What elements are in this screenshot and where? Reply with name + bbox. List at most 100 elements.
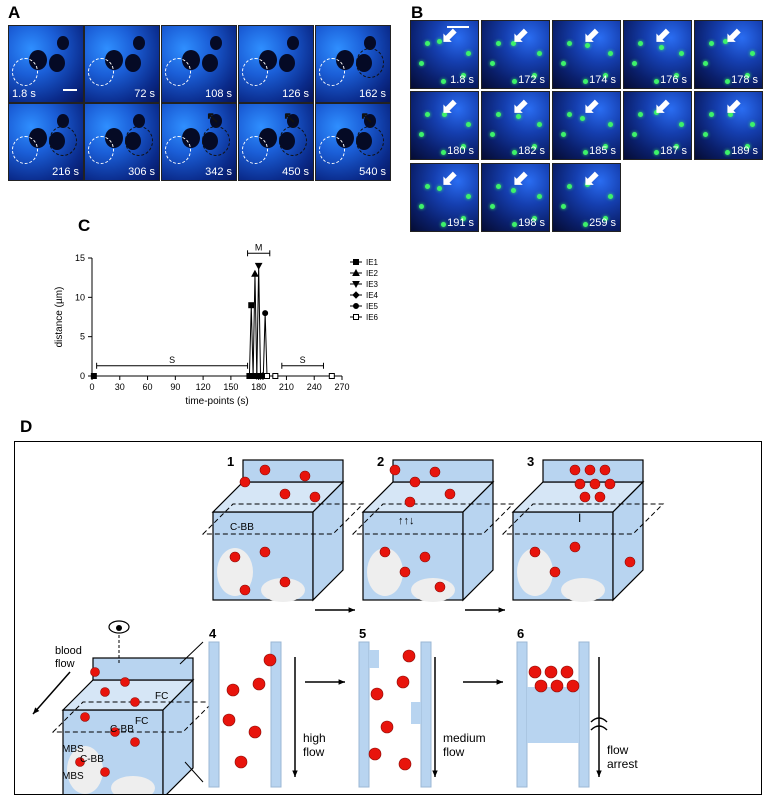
annotation-label: S bbox=[169, 355, 175, 365]
step-arrow-head bbox=[338, 679, 345, 685]
panel-b-tile: ⬋ 180 s bbox=[410, 91, 479, 160]
vessel-outline bbox=[356, 48, 384, 78]
red-blood-cell bbox=[396, 675, 410, 689]
vessel-outline bbox=[125, 126, 153, 156]
data-point bbox=[262, 310, 269, 317]
panel-b-tile: ⬋ 191 s bbox=[410, 163, 479, 232]
fluorescent-cell bbox=[490, 204, 495, 209]
tracked-cell bbox=[511, 41, 516, 46]
legend-marker bbox=[352, 268, 360, 276]
vessel-shadow bbox=[202, 54, 218, 72]
fluorescent-cell bbox=[461, 216, 466, 221]
red-blood-cell bbox=[402, 649, 416, 663]
red-blood-cell bbox=[574, 478, 586, 490]
data-point bbox=[272, 373, 279, 379]
panel-b-tile: ⬋ 182 s bbox=[481, 91, 550, 160]
red-blood-cell bbox=[368, 747, 382, 761]
red-blood-cell bbox=[100, 767, 110, 777]
red-blood-cell bbox=[404, 496, 416, 508]
red-blood-cell bbox=[130, 737, 140, 747]
fc-label: FC bbox=[155, 691, 168, 702]
arrow-icon: ⬋ bbox=[512, 25, 529, 47]
panel-c-label: C bbox=[78, 216, 91, 235]
eye-pupil bbox=[116, 625, 122, 631]
red-blood-cell bbox=[252, 677, 266, 691]
fluorescent-cell bbox=[537, 194, 542, 199]
panel-a-tile: 306 s bbox=[84, 103, 160, 181]
time-label: 189 s bbox=[731, 145, 758, 157]
vessel-shadow bbox=[49, 54, 65, 72]
vessel-wall bbox=[516, 641, 528, 788]
arrow-icon: ⬋ bbox=[441, 168, 458, 190]
panel-b-tile: ⬋ 259 s bbox=[552, 163, 621, 232]
vessel-wall bbox=[358, 641, 370, 788]
red-blood-cell bbox=[560, 665, 574, 679]
y-tick-label: 5 bbox=[80, 332, 85, 342]
data-point bbox=[90, 373, 97, 379]
panel-b-tile: ⬋ 1.8 s bbox=[410, 20, 479, 89]
time-label: 342 s bbox=[205, 166, 232, 178]
series-IE6 bbox=[264, 373, 335, 379]
step-number: 5 bbox=[359, 626, 366, 641]
fluorescent-cell bbox=[638, 112, 643, 117]
vessel-outline bbox=[356, 126, 384, 156]
legend-label: IE2 bbox=[366, 269, 379, 278]
flow-arrow-head bbox=[292, 770, 298, 777]
vessel-shadow bbox=[287, 36, 299, 50]
vessel-wall bbox=[420, 641, 432, 788]
red-blood-cell bbox=[130, 697, 140, 707]
red-blood-cell bbox=[309, 491, 321, 503]
panel-b-label: B bbox=[411, 3, 424, 22]
vessel-wall bbox=[578, 641, 590, 788]
step-number: 2 bbox=[377, 454, 384, 469]
time-label: 108 s bbox=[205, 88, 232, 100]
fluorescent-cell bbox=[703, 132, 708, 137]
time-label: 259 s bbox=[589, 217, 616, 229]
panel-b-tile: ⬋ 198 s bbox=[481, 163, 550, 232]
blood-flow-label: blood bbox=[55, 645, 82, 657]
red-blood-cell bbox=[584, 464, 596, 476]
fluorescent-cell bbox=[745, 144, 750, 149]
red-blood-cell bbox=[389, 464, 401, 476]
flow-arrow-head bbox=[432, 770, 438, 777]
panel-b-tile: ⬋ 185 s bbox=[552, 91, 621, 160]
fluorescent-cell bbox=[632, 132, 637, 137]
arrow-icon: ⬋ bbox=[441, 25, 458, 47]
legend-label: IE4 bbox=[366, 291, 379, 300]
fluorescent-cell bbox=[425, 112, 430, 117]
brain-vessel-cube-3 bbox=[501, 459, 665, 602]
red-blood-cell bbox=[279, 488, 291, 500]
red-blood-cell bbox=[604, 478, 616, 490]
tracked-cell bbox=[723, 39, 728, 44]
arrow-icon: ⬋ bbox=[512, 168, 529, 190]
panel-b-tile: ⬋ 174 s bbox=[552, 20, 621, 89]
red-blood-cell bbox=[279, 576, 291, 588]
panel-a-tile: ↖ 540 s bbox=[315, 103, 391, 181]
red-blood-cell bbox=[259, 546, 271, 558]
fluorescent-cell bbox=[654, 150, 659, 155]
flow-arrest-label: flow bbox=[607, 743, 629, 757]
arrest-marker: I bbox=[578, 511, 581, 525]
cell-movement-glyph: ↑↑↓ bbox=[398, 515, 415, 527]
annotation-label: M bbox=[255, 242, 263, 252]
time-label: 180 s bbox=[447, 145, 474, 157]
fluorescent-cell bbox=[512, 79, 517, 84]
x-tick-label: 270 bbox=[334, 382, 349, 392]
panel-a-tile: 72 s bbox=[84, 25, 160, 103]
red-blood-cell bbox=[528, 665, 542, 679]
step-arrow-head bbox=[498, 607, 505, 613]
legend-marker bbox=[353, 259, 359, 265]
arrow-icon: ⬋ bbox=[583, 25, 600, 47]
fluorescent-cell bbox=[608, 194, 613, 199]
vessel-shadow bbox=[57, 114, 69, 128]
time-label: 540 s bbox=[359, 166, 386, 178]
time-label: 187 s bbox=[660, 145, 687, 157]
red-blood-cell bbox=[624, 556, 636, 568]
red-blood-cell bbox=[380, 720, 394, 734]
red-blood-cell bbox=[75, 757, 85, 767]
panel-a-tile: ↖ 342 s bbox=[161, 103, 237, 181]
phase-annotation: S bbox=[96, 355, 249, 369]
fluorescent-cell bbox=[466, 51, 471, 56]
phase-annotation: M bbox=[247, 242, 271, 257]
callout-line bbox=[184, 761, 204, 783]
